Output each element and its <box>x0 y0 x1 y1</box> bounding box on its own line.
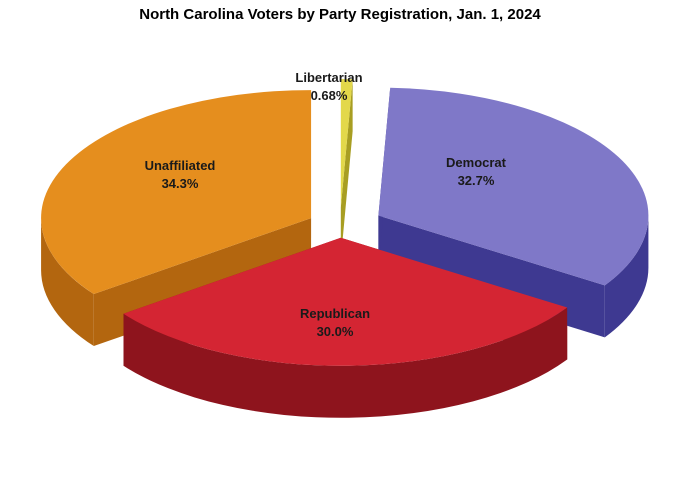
slice-side-democrat <box>604 215 649 338</box>
slice-face-libertarian-1 <box>340 79 353 260</box>
pie-labels: Libertarian 0.68% Democrat 32.7% Republican 3… <box>145 70 507 339</box>
slice-name-libertarian: Libertarian <box>295 70 362 85</box>
slice-republican <box>123 237 568 366</box>
slice-libertarian <box>340 79 353 208</box>
slice-side-republican <box>123 307 568 418</box>
slice-unaffiliated <box>41 90 312 295</box>
slice-name-unaffiliated: Unaffiliated <box>145 158 216 173</box>
slice-value-libertarian: 0.68% <box>311 88 348 103</box>
slice-democrat <box>378 87 649 286</box>
chart-title: North Carolina Voters by Party Registrat… <box>139 6 541 23</box>
slice-side-unaffiliated <box>41 218 94 347</box>
slice-name-republican: Republican <box>300 306 370 321</box>
slice-value-democrat: 32.7% <box>458 173 495 188</box>
slice-name-democrat: Democrat <box>446 155 507 170</box>
pie-tops <box>41 79 649 366</box>
slice-value-unaffiliated: 34.3% <box>162 176 199 191</box>
slice-value-republican: 30.0% <box>317 324 354 339</box>
